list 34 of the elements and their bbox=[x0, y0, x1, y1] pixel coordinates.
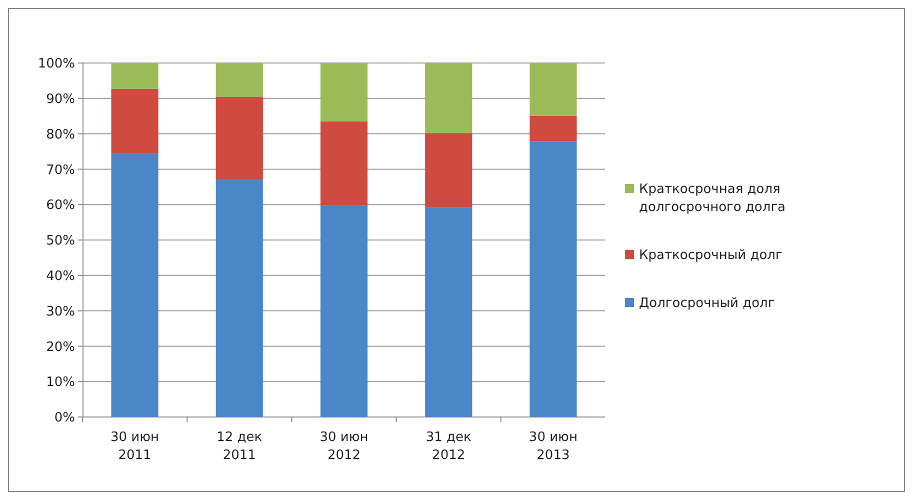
x-tick-label: 12 дек 2011 bbox=[216, 430, 262, 463]
y-tick-label: 0% bbox=[54, 410, 75, 426]
y-tick-label: 50% bbox=[46, 234, 75, 249]
bar bbox=[111, 154, 158, 417]
legend-label: Краткосрочная доля долгосрочного долга bbox=[639, 182, 786, 215]
bar bbox=[320, 206, 368, 417]
legend-label: Краткосрочный долг bbox=[639, 248, 782, 263]
x-tick-label: 30 июн 2012 bbox=[320, 430, 368, 463]
bar bbox=[425, 63, 472, 134]
y-tick-label: 80% bbox=[46, 127, 75, 142]
bar bbox=[320, 63, 368, 122]
x-tick-label: 30 июн 2013 bbox=[528, 430, 578, 463]
bar bbox=[111, 88, 158, 154]
y-tick-label: 40% bbox=[46, 268, 75, 284]
y-tick-label: 10% bbox=[46, 375, 75, 390]
bar bbox=[320, 121, 368, 206]
bar bbox=[216, 96, 263, 180]
bar bbox=[425, 133, 472, 208]
y-tick-label: 60% bbox=[46, 198, 75, 214]
x-tick-label: 31 дек 2012 bbox=[426, 430, 472, 463]
bar bbox=[216, 179, 263, 417]
y-tick-label: 90% bbox=[46, 92, 75, 107]
legend-label: Долгосрочный долг bbox=[639, 296, 775, 311]
bar bbox=[530, 63, 577, 116]
y-tick-label: 70% bbox=[46, 162, 75, 178]
x-tick-label: 30 июн 2011 bbox=[110, 430, 160, 463]
y-tick-label: 20% bbox=[46, 340, 75, 355]
bar bbox=[111, 63, 158, 89]
bar bbox=[530, 116, 577, 142]
bar bbox=[216, 63, 263, 97]
y-tick-label: 30% bbox=[46, 304, 75, 320]
bar bbox=[530, 141, 577, 417]
bar bbox=[425, 207, 472, 417]
y-tick-label: 100% bbox=[38, 56, 75, 72]
